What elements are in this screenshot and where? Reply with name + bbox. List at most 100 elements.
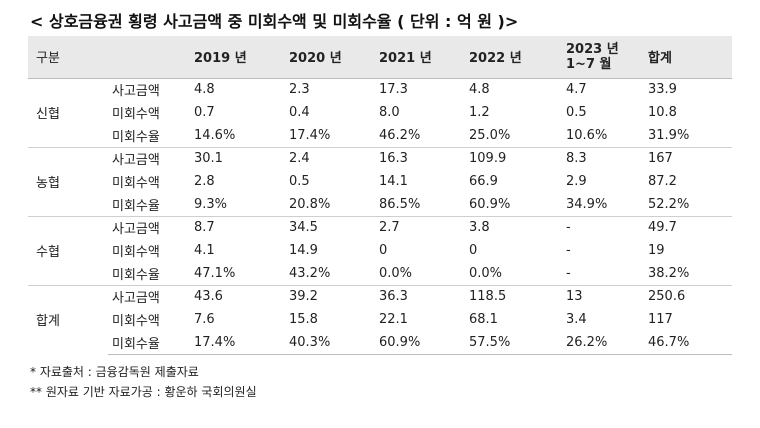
table-cell: 8.3: [560, 146, 642, 170]
table-cell: 49.7: [642, 215, 732, 239]
table-cell: 4.8: [463, 77, 560, 101]
table-cell: 68.1: [469, 312, 498, 327]
source-notes: * 자료출처 : 금융감독원 제출자료 ** 원자료 기반 자료가공 : 황운하…: [30, 362, 257, 402]
table-row: 미회수액 2.8 0.5 14.1 66.9 2.9 87.2: [28, 170, 732, 193]
table-cell: 7.6: [194, 312, 215, 327]
table-cell: 40.3%: [283, 331, 373, 355]
table-cell: 4.1: [194, 243, 215, 258]
metric-label: 미회수액: [112, 107, 160, 122]
table-cell: 17.4%: [188, 331, 283, 355]
metric-label: 사고금액: [108, 146, 188, 170]
table-cell: 0.5: [566, 105, 587, 120]
table-cell: 47.1%: [194, 265, 236, 281]
table-cell: 3.8: [463, 215, 560, 239]
table-row: 신협 사고금액 4.8 2.3 17.3 4.8 4.7 33.9: [28, 77, 732, 147]
table-cell: 117: [648, 312, 673, 327]
table-cell: 15.8: [289, 312, 318, 327]
metric-label: 사고금액: [108, 284, 188, 308]
table-cell: 25.0%: [469, 127, 511, 143]
metric-label: 미회수액: [112, 176, 160, 191]
table-cell: 38.2%: [648, 265, 690, 281]
table-cell: 250.6: [642, 284, 732, 308]
table-cell: 87.2: [648, 174, 677, 189]
table-row: 미회수액 7.6 15.8 22.1 68.1 3.4 117: [28, 308, 732, 331]
table-cell: 86.5%: [379, 196, 421, 212]
metric-label: 사고금액: [108, 215, 188, 239]
group-label: 신협: [28, 77, 108, 147]
table-cell: 30.1: [188, 146, 283, 170]
header-2019: 2019 년: [188, 36, 283, 79]
table-cell: 0.0%: [469, 265, 503, 281]
header-total: 합계: [642, 36, 732, 79]
table-cell: 2.3: [283, 77, 373, 101]
table-cell: 2.8: [194, 174, 215, 189]
table-cell: 3.4: [566, 312, 587, 327]
table-cell: 2.9: [566, 174, 587, 189]
table-row: 미회수율 17.4% 40.3% 60.9% 57.5% 26.2% 46.7%: [28, 331, 732, 355]
table-cell: 34.9%: [566, 196, 608, 212]
metric-label: 미회수율: [112, 129, 160, 145]
table-cell: 34.5: [283, 215, 373, 239]
table-cell: 16.3: [373, 146, 463, 170]
table-cell: 20.8%: [289, 196, 331, 212]
table-cell: 0.0%: [379, 265, 413, 281]
table-cell: 14.6%: [194, 127, 236, 143]
table-cell: 8.0: [379, 105, 400, 120]
table-cell: 13: [560, 284, 642, 308]
group-label: 농협: [28, 146, 108, 216]
table-row: 합계 사고금액 43.6 39.2 36.3 118.5 13 250.6: [28, 284, 732, 354]
header-2023-year: 2023 년: [566, 41, 619, 57]
table-cell: 43.2%: [289, 265, 331, 281]
table-row: 농협 사고금액 30.1 2.4 16.3 109.9 8.3 167: [28, 146, 732, 216]
table-cell: 4.8: [188, 77, 283, 101]
table-cell: 52.2%: [648, 196, 690, 212]
table-row: 미회수율 47.1% 43.2% 0.0% 0.0% - 38.2%: [28, 262, 732, 285]
table-cell: 19: [648, 243, 665, 258]
table-cell: 39.2: [283, 284, 373, 308]
table-cell: 109.9: [463, 146, 560, 170]
table-body: 신협 사고금액 4.8 2.3 17.3 4.8 4.7 33.9 미회수액 0…: [28, 77, 732, 355]
table-cell: 36.3: [373, 284, 463, 308]
table-cell: 1.2: [469, 105, 490, 120]
table-cell: 10.6%: [566, 127, 608, 143]
header-2023: 2023 년 1~7 월: [560, 36, 642, 79]
metric-label: 미회수율: [108, 331, 188, 355]
processing-note: ** 원자료 기반 자료가공 : 황운하 국회의원실: [30, 385, 257, 399]
table-cell: 167: [642, 146, 732, 170]
header-2023-period: 1~7 월: [566, 56, 612, 72]
table-row: 수협 사고금액 8.7 34.5 2.7 3.8 - 49.7: [28, 215, 732, 285]
table-cell: 26.2%: [560, 331, 642, 355]
table-row: 미회수액 0.7 0.4 8.0 1.2 0.5 10.8: [28, 101, 732, 124]
group-label: 합계: [28, 284, 108, 354]
table-cell: 60.9%: [373, 331, 463, 355]
table-cell: 14.9: [289, 243, 318, 258]
table-cell: -: [560, 215, 642, 239]
metric-label: 사고금액: [108, 77, 188, 101]
table-cell: 17.4%: [289, 127, 331, 143]
metric-label: 미회수액: [112, 314, 160, 329]
table-cell: 60.9%: [469, 196, 511, 212]
table-cell: -: [566, 243, 571, 258]
header-2021: 2021 년: [373, 36, 463, 79]
table-cell: 46.2%: [379, 127, 421, 143]
table-cell: 31.9%: [648, 127, 690, 143]
table-cell: 57.5%: [463, 331, 560, 355]
table-cell: 0.4: [289, 105, 310, 120]
table-cell: 33.9: [642, 77, 732, 101]
header-metric: [108, 36, 188, 79]
metric-label: 미회수액: [112, 245, 160, 260]
table-row: 미회수율 9.3% 20.8% 86.5% 60.9% 34.9% 52.2%: [28, 193, 732, 216]
table-cell: 17.3: [373, 77, 463, 101]
table-cell: 8.7: [188, 215, 283, 239]
table-cell: 43.6: [188, 284, 283, 308]
header-row: 구분 2019 년 2020 년 2021 년 2022 년 2023 년 1~…: [28, 36, 732, 79]
table-cell: 14.1: [379, 174, 408, 189]
table-row: 미회수율 14.6% 17.4% 46.2% 25.0% 10.6% 31.9%: [28, 124, 732, 147]
table-cell: 0: [379, 243, 388, 258]
table-cell: 2.4: [283, 146, 373, 170]
table-cell: 4.7: [560, 77, 642, 101]
table-cell: 9.3%: [194, 196, 228, 212]
group-label: 수협: [28, 215, 108, 285]
header-2022: 2022 년: [463, 36, 560, 79]
metric-label: 미회수율: [112, 198, 160, 214]
